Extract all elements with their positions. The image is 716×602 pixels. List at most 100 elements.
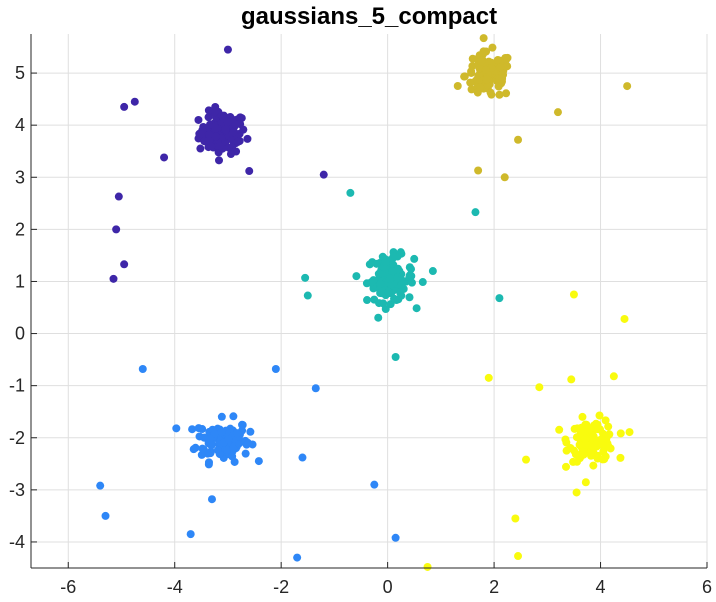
data-point [376, 289, 385, 298]
data-point-outlier [311, 384, 320, 393]
data-point [498, 74, 507, 83]
x-tick-label: -4 [167, 577, 183, 597]
data-point-outlier [514, 135, 523, 144]
data-point [188, 425, 197, 434]
data-point [207, 441, 216, 450]
data-point [242, 440, 251, 449]
data-point-outlier [120, 102, 129, 111]
data-point [198, 126, 207, 135]
data-point [412, 304, 421, 313]
data-point [472, 75, 481, 84]
data-point-outlier [319, 170, 328, 179]
data-point [479, 34, 488, 43]
data-point-outlier [138, 364, 147, 373]
data-point-outlier [245, 167, 254, 176]
data-point [248, 440, 257, 449]
data-point [388, 266, 397, 275]
data-point [367, 278, 376, 287]
data-point [196, 144, 205, 153]
data-point [625, 428, 634, 437]
data-point [502, 89, 511, 98]
data-point [224, 435, 233, 444]
data-point-outlier [207, 495, 216, 504]
data-point [601, 416, 610, 425]
x-tick-label: 2 [489, 577, 499, 597]
data-point-outlier [346, 188, 355, 197]
data-point [215, 141, 224, 150]
data-point [376, 279, 385, 288]
data-point-outlier [495, 294, 504, 303]
data-point [365, 260, 374, 269]
data-point [562, 462, 571, 471]
axes [30, 34, 708, 569]
data-point [488, 43, 497, 52]
y-tick-label: 4 [15, 115, 25, 135]
data-point-outlier [223, 45, 232, 54]
data-point [589, 461, 598, 470]
data-point [384, 288, 393, 297]
data-point [578, 412, 587, 421]
x-tick-label: 6 [702, 577, 712, 597]
data-point-outlier [101, 511, 110, 520]
data-point-outlier [620, 314, 629, 323]
data-point-outlier [535, 383, 544, 392]
data-point [204, 460, 213, 469]
data-point-outlier [474, 166, 483, 175]
data-point [493, 55, 502, 64]
data-point [487, 90, 496, 99]
data-point-outlier [370, 480, 379, 489]
data-point [460, 72, 469, 81]
data-point [467, 85, 476, 94]
data-point [407, 265, 416, 274]
data-point [224, 143, 233, 152]
chart-title: gaussians_5_compact [241, 3, 497, 30]
data-point [381, 305, 390, 314]
data-point [219, 114, 228, 123]
data-point-outlier [109, 274, 118, 283]
data-point-outlier [428, 267, 437, 276]
y-tick-label: 3 [15, 167, 25, 187]
data-point-outlier [160, 153, 169, 162]
data-point-outlier [391, 533, 400, 542]
data-point [374, 313, 383, 322]
data-point [494, 82, 503, 91]
series-3 [301, 188, 504, 362]
y-tick-label: 2 [15, 219, 25, 239]
data-point [217, 412, 226, 421]
data-point-outlier [271, 364, 280, 373]
data-point [453, 82, 462, 91]
data-point-outlier [522, 455, 531, 464]
data-point [589, 432, 598, 441]
data-point-outlier [471, 208, 480, 217]
data-point-outlier [298, 453, 307, 462]
data-point [211, 124, 220, 133]
series-4 [453, 34, 632, 182]
data-point [254, 457, 263, 466]
data-point [221, 125, 230, 134]
data-point [468, 54, 477, 63]
data-point-outlier [623, 82, 632, 91]
data-point [229, 412, 238, 421]
data-point [595, 411, 604, 420]
x-tick-label: -6 [60, 577, 76, 597]
data-point [502, 55, 511, 64]
data-point [410, 254, 419, 263]
data-point-outlier [114, 192, 123, 201]
data-point [392, 296, 401, 305]
data-point-outlier [609, 372, 618, 381]
data-point [191, 443, 200, 452]
data-point [172, 424, 181, 433]
data-point-outlier [500, 173, 509, 182]
data-point [477, 57, 486, 66]
data-point [352, 272, 361, 281]
data-point [198, 444, 207, 453]
data-point-outlier [186, 530, 195, 539]
data-point [223, 445, 232, 454]
data-point-outlier [120, 260, 129, 269]
y-tick-label: 0 [15, 324, 25, 344]
data-point [229, 127, 238, 136]
data-point-outlier [391, 353, 400, 362]
data-point [575, 440, 584, 449]
